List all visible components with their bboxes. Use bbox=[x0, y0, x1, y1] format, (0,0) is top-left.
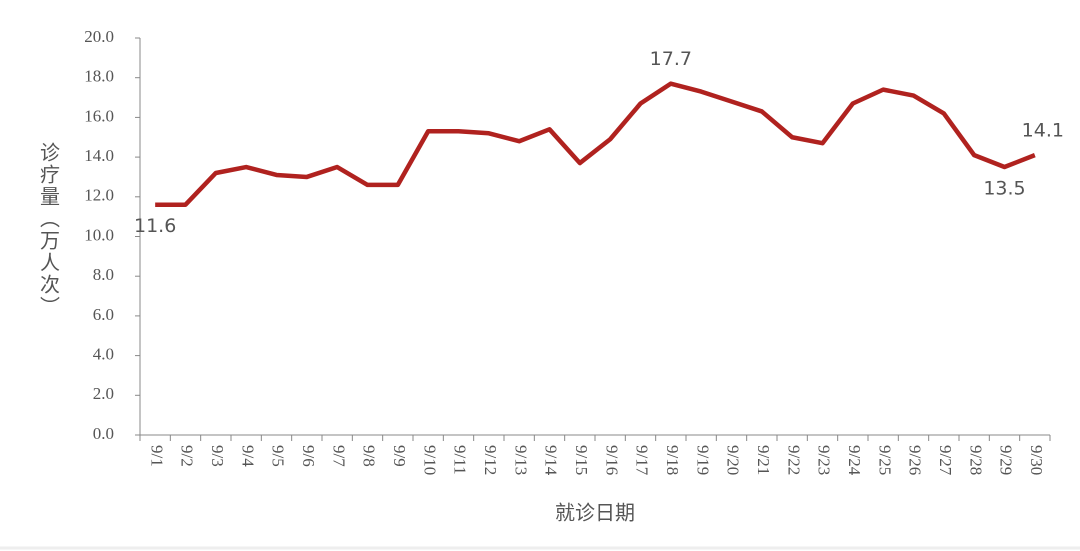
x-tick-label: 9/7 bbox=[329, 445, 348, 467]
y-tick-label: 8.0 bbox=[93, 265, 114, 284]
x-tick-label: 9/6 bbox=[299, 445, 318, 467]
x-tick-label: 9/1 bbox=[147, 445, 166, 467]
x-tick-label: 9/26 bbox=[906, 445, 925, 475]
value-label: 14.1 bbox=[1022, 120, 1064, 142]
x-tick-label: 9/21 bbox=[754, 445, 773, 475]
x-tick-label: 9/19 bbox=[693, 445, 712, 475]
x-tick-label: 9/8 bbox=[360, 445, 379, 467]
y-tick-label: 0.0 bbox=[93, 424, 114, 443]
y-tick-label: 2.0 bbox=[93, 384, 114, 403]
x-tick-label: 9/12 bbox=[481, 445, 500, 475]
x-tick-label: 9/25 bbox=[875, 445, 894, 475]
line bbox=[155, 81, 1036, 207]
x-tick-label: 9/9 bbox=[390, 445, 409, 467]
y-tick-label: 10.0 bbox=[84, 225, 114, 244]
x-tick-label: 9/24 bbox=[845, 445, 864, 476]
x-tick-label: 9/18 bbox=[663, 445, 682, 475]
x-tick-label: 9/15 bbox=[572, 445, 591, 475]
x-tick-label: 9/2 bbox=[178, 445, 197, 467]
x-tick-label: 9/22 bbox=[784, 445, 803, 475]
y-tick-label: 14.0 bbox=[84, 146, 114, 165]
x-tick-label: 9/4 bbox=[238, 445, 257, 467]
x-tick-label: 9/23 bbox=[815, 445, 834, 475]
y-axis-title: 诊疗量（万人次） bbox=[37, 142, 61, 318]
x-tick-label: 9/3 bbox=[208, 445, 227, 467]
x-tick-label: 9/17 bbox=[633, 445, 652, 476]
x-tick-label: 9/10 bbox=[420, 445, 439, 475]
value-label: 17.7 bbox=[650, 48, 692, 70]
x-tick-label: 9/11 bbox=[451, 445, 470, 475]
y-tick-label: 6.0 bbox=[93, 305, 114, 324]
x-tick-label: 9/29 bbox=[997, 445, 1016, 475]
y-tick-label: 18.0 bbox=[84, 67, 114, 86]
x-tick-label: 9/16 bbox=[602, 445, 621, 475]
x-axis-title: 就诊日期 bbox=[555, 501, 635, 525]
x-tick-label: 9/20 bbox=[724, 445, 743, 475]
x-tick-label: 9/14 bbox=[542, 445, 561, 476]
value-label: 13.5 bbox=[983, 178, 1025, 200]
y-tick-label: 12.0 bbox=[84, 186, 114, 205]
y-tick-label: 4.0 bbox=[93, 345, 114, 364]
y-tick-label: 20.0 bbox=[84, 27, 114, 46]
x-tick-label: 9/13 bbox=[511, 445, 530, 475]
x-tick-label: 9/30 bbox=[1027, 445, 1046, 475]
x-tick-label: 9/27 bbox=[936, 445, 955, 476]
value-label: 11.6 bbox=[134, 215, 176, 237]
x-tick-label: 9/5 bbox=[269, 445, 288, 467]
y-tick-label: 16.0 bbox=[84, 106, 114, 125]
x-tick-label: 9/28 bbox=[966, 445, 985, 475]
